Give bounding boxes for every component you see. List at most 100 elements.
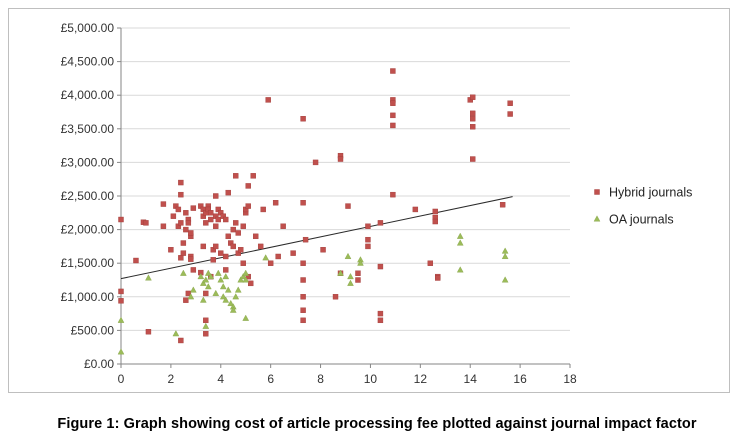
hybrid-journal-point bbox=[118, 298, 124, 304]
hybrid-journal-point bbox=[365, 236, 371, 243]
legend-marker-oa bbox=[593, 215, 601, 222]
chart-frame: £0.00 £500.00 £1,000.00 £1,500.00 £2,000.00 £… bbox=[8, 8, 730, 393]
hybrid-journal-point bbox=[145, 329, 152, 335]
trendline bbox=[120, 196, 513, 280]
oa-journal-point bbox=[337, 269, 344, 276]
hybrid-journal-point bbox=[180, 250, 187, 256]
hybrid-journal-point bbox=[355, 270, 361, 276]
gridlines bbox=[121, 27, 570, 331]
y-tick-label: £4,500.00 bbox=[61, 55, 115, 69]
hybrid-journal-point bbox=[118, 288, 124, 295]
oa-journal-point bbox=[501, 247, 509, 254]
hybrid-journal-point bbox=[180, 240, 187, 246]
hybrid-journal-point bbox=[178, 337, 184, 344]
legend-label: Hybrid journals bbox=[609, 186, 692, 200]
x-tick-label: 6 bbox=[267, 372, 274, 386]
hybrid-journal-point bbox=[118, 216, 124, 223]
oa-journal-point bbox=[117, 316, 125, 323]
hybrid-journal-point bbox=[390, 68, 396, 74]
hybrid-journal-point bbox=[225, 233, 231, 240]
oa-journal-point bbox=[202, 276, 210, 283]
oa-journal-point bbox=[357, 259, 364, 266]
hybrid-journal-point bbox=[178, 220, 184, 226]
hybrid-journal-point bbox=[365, 223, 371, 229]
hybrid-journal-point bbox=[190, 267, 197, 273]
hybrid-journal-point bbox=[218, 250, 224, 256]
oa-journal-point bbox=[242, 269, 250, 276]
y-tick-label: £2,000.00 bbox=[61, 223, 115, 237]
x-tick-label: 14 bbox=[464, 372, 478, 386]
hybrid-journal-point bbox=[345, 203, 351, 209]
oa-journal-point bbox=[204, 283, 212, 290]
hybrid-journal-point bbox=[190, 205, 197, 211]
oa-journal-point bbox=[237, 276, 245, 283]
oa-journal-point bbox=[145, 274, 152, 281]
hybrid-journal-point bbox=[302, 236, 309, 243]
x-tick-label: 18 bbox=[563, 372, 577, 386]
hybrid-journal-point bbox=[213, 243, 219, 250]
hybrid-journal-point bbox=[230, 226, 236, 233]
hybrid-journal-point bbox=[300, 200, 306, 206]
oa-journal-point bbox=[214, 269, 222, 276]
hybrid-journal-point bbox=[203, 290, 209, 297]
hybrid-journal-point bbox=[188, 256, 194, 262]
x-tick-label: 10 bbox=[364, 372, 378, 386]
hybrid-journal-point bbox=[185, 220, 192, 226]
hybrid-journal-point bbox=[507, 100, 513, 106]
hybrid-journal-point bbox=[412, 206, 419, 213]
hybrid-journal-point bbox=[233, 173, 239, 179]
oa-journal-point bbox=[219, 293, 227, 300]
hybrid-journal-point bbox=[470, 110, 476, 117]
y-tick-label: £2,500.00 bbox=[61, 189, 115, 203]
oa-journal-point bbox=[212, 289, 220, 296]
hybrid-journal-point bbox=[175, 206, 182, 213]
hybrid-journal-point bbox=[300, 317, 306, 324]
hybrid-journal-point bbox=[223, 267, 229, 273]
oa-journal-point bbox=[242, 276, 250, 283]
hybrid-journal-point bbox=[312, 159, 319, 166]
y-tick-label: £0.00 bbox=[84, 357, 114, 371]
hybrid-journal-point bbox=[183, 210, 189, 216]
hybrid-journal-point bbox=[470, 124, 476, 130]
hybrid-journal-point bbox=[300, 260, 306, 266]
oa-journal-point bbox=[117, 348, 125, 355]
hybrid-journal-point bbox=[432, 218, 438, 225]
oa-journal-point bbox=[197, 273, 205, 280]
oa-journal-point bbox=[172, 330, 180, 337]
hybrid-journal-point bbox=[280, 223, 286, 229]
trendline-layer bbox=[120, 196, 513, 280]
oa-journal-point bbox=[199, 296, 207, 303]
oa-journal-point bbox=[227, 299, 235, 307]
hybrid-journal-point bbox=[223, 216, 229, 223]
hybrid-journal-point bbox=[365, 243, 371, 250]
hybrid-journal-point bbox=[432, 208, 438, 215]
legend-marker-hybrid bbox=[594, 189, 600, 195]
hybrid-journal-point bbox=[178, 255, 184, 261]
oa-journal-point bbox=[347, 273, 354, 280]
hybrid-journal-point bbox=[377, 220, 384, 226]
hybrid-journal-point bbox=[300, 277, 306, 283]
oa-journal-point bbox=[222, 296, 230, 303]
hybrid-journal-point bbox=[257, 243, 264, 250]
oa-journal-point bbox=[242, 314, 250, 321]
hybrid-journal-point bbox=[300, 307, 306, 313]
legend-label: OA journals bbox=[609, 213, 674, 227]
y-axis-tick-labels: £0.00 £500.00 £1,000.00 £1,500.00 £2,000.00 £… bbox=[61, 21, 115, 371]
hybrid-journal-point bbox=[332, 294, 339, 300]
oa-journal-point bbox=[234, 286, 242, 293]
hybrid-journal-point bbox=[265, 97, 271, 103]
y-tick-label: £500.00 bbox=[71, 323, 115, 337]
x-tick-label: 2 bbox=[168, 372, 175, 386]
hybrid-journal-point bbox=[210, 257, 216, 263]
oa-journal-point bbox=[262, 254, 270, 261]
hybrid-journal-point bbox=[377, 317, 384, 324]
oa-journal-point bbox=[229, 306, 237, 313]
hybrid-journal-point bbox=[183, 297, 189, 303]
x-tick-label: 0 bbox=[118, 372, 125, 386]
hybrid-journal-point bbox=[320, 247, 326, 253]
x-tick-label: 4 bbox=[217, 372, 224, 386]
oa-journal-point bbox=[224, 286, 232, 293]
oa-journal-point bbox=[232, 293, 240, 300]
hybrid-journal-point bbox=[188, 230, 194, 236]
hybrid-journal-point bbox=[203, 331, 209, 337]
